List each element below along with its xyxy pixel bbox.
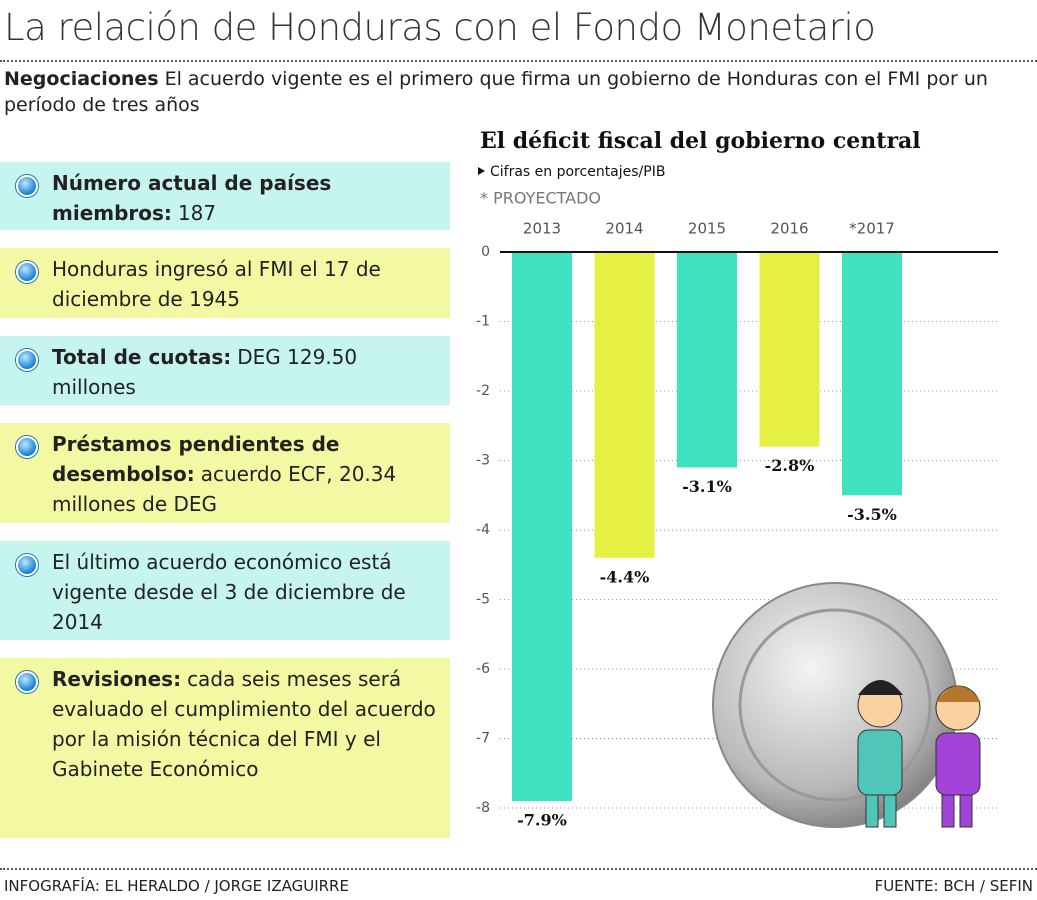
- value-label: -3.5%: [847, 505, 897, 524]
- fact-box: Honduras ingresó al FMI el 17 de diciemb…: [0, 248, 450, 318]
- bar: [512, 252, 572, 802]
- bar: [677, 252, 737, 468]
- lead-bold: Negociaciones: [4, 68, 159, 90]
- fact-text: El último acuerdo económico está vigente…: [52, 550, 406, 634]
- bullet: [478, 167, 485, 175]
- y-tick-label: -5: [476, 592, 490, 608]
- y-tick-label: -1: [476, 314, 490, 330]
- fact-box: El último acuerdo económico está vigente…: [0, 541, 450, 640]
- y-tick-label: 0: [481, 244, 490, 260]
- fact-label: Revisiones:: [52, 667, 182, 691]
- fact-box: Número actual de países miembros: 187: [0, 162, 450, 230]
- value-label: -2.8%: [765, 456, 815, 475]
- fact-text: acuerdo ECF, 20.34 millones de DEG: [52, 462, 397, 516]
- bar: [759, 252, 820, 447]
- source: FUENTE: BCH / SEFIN: [874, 877, 1033, 895]
- chart-note: * PROYECTADO: [480, 189, 601, 208]
- x-tick-label: *2017: [849, 220, 895, 238]
- icon: [16, 554, 38, 576]
- chart-title: El déficit fiscal del gobierno central: [480, 128, 921, 154]
- value-label: -7.9%: [517, 811, 567, 830]
- fact-label: Número actual de países miembros:: [52, 171, 332, 225]
- lead: Negociaciones El acuerdo vigente es el pr…: [4, 66, 1024, 118]
- divider: [0, 868, 1037, 870]
- fact-text: Honduras ingresó al FMI el 17 de diciemb…: [52, 257, 381, 311]
- fact-box: Revisiones: cada seis meses será evaluado…: [0, 658, 450, 838]
- bar: [842, 252, 902, 496]
- y-tick-label: -4: [476, 522, 490, 538]
- fact-text: 187: [177, 201, 217, 225]
- icon: [16, 436, 38, 458]
- x-tick-label: 2014: [605, 220, 643, 238]
- credit: INFOGRAFÍA: EL HERALDO / JORGE IZAGUIRRE: [4, 877, 349, 895]
- y-tick-label: -2: [476, 383, 490, 399]
- fact-label: Préstamos pendientes de desembolso:: [52, 432, 340, 486]
- x-tick-label: 2013: [523, 220, 561, 238]
- icon: [16, 175, 38, 197]
- fact-box: Préstamos pendientes de desembolso: acuer…: [0, 423, 450, 523]
- illustration: [712, 582, 981, 828]
- icon: [16, 261, 38, 283]
- y-tick-label: -6: [476, 661, 490, 677]
- fact-text: cada seis meses será evaluado el cumplim…: [52, 667, 436, 781]
- icon: [16, 671, 38, 693]
- fact-text: DEG 129.50 millones: [52, 345, 358, 399]
- page-title: La relación de Honduras con el Fondo Mon…: [4, 6, 876, 49]
- chart-subtitle: Cifras en porcentajes/PIB: [490, 164, 665, 180]
- value-label: -4.4%: [600, 567, 650, 586]
- x-tick-label: 2016: [770, 220, 808, 238]
- y-tick-label: -8: [476, 800, 490, 816]
- fact-box: Total de cuotas: DEG 129.50 millones: [0, 336, 450, 405]
- divider: [0, 60, 1037, 62]
- x-tick-label: 2015: [688, 220, 726, 238]
- value-label: -3.1%: [682, 477, 732, 496]
- icon: [16, 349, 38, 371]
- bar: [594, 252, 655, 558]
- fact-label: Total de cuotas:: [52, 345, 232, 369]
- y-tick-label: -7: [476, 731, 490, 747]
- y-tick-label: -3: [476, 453, 490, 469]
- lead-text: El acuerdo vigente es el primero que fir…: [4, 68, 988, 116]
